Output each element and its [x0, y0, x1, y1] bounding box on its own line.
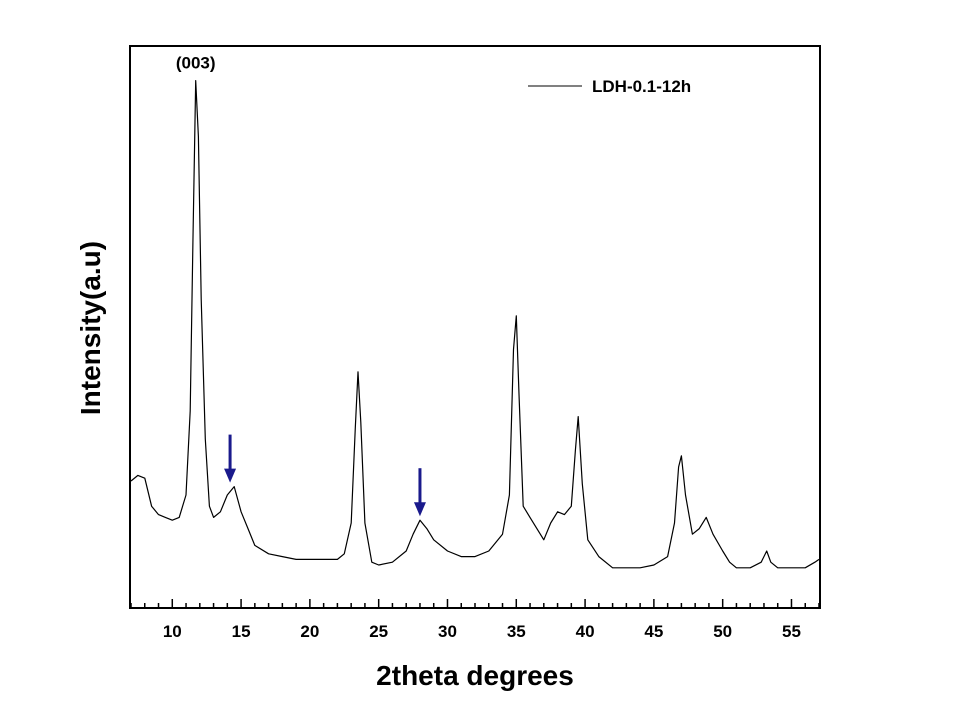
annotation-layer: (003) — [176, 54, 216, 73]
x-tick-label: 10 — [163, 622, 182, 641]
x-axis-title: 2theta degrees — [376, 660, 574, 691]
x-axis: 10 15 20 25 30 35 40 45 50 55 — [130, 599, 820, 641]
y-axis-title: Intensity(a.u) — [75, 241, 106, 415]
x-tick-label: 25 — [369, 622, 388, 641]
plot-frame — [129, 45, 821, 609]
peak-annotation: (003) — [176, 54, 216, 73]
arrow-layer — [224, 434, 426, 517]
x-tick-label: 45 — [644, 622, 663, 641]
peak-arrow — [224, 434, 237, 483]
x-tick-label: 40 — [576, 622, 595, 641]
x-tick-label: 55 — [782, 622, 801, 641]
peak-arrow — [413, 468, 426, 517]
legend: LDH-0.1-12h — [528, 77, 691, 96]
x-tick-label: 30 — [438, 622, 457, 641]
x-tick-label: 35 — [507, 622, 526, 641]
x-tick-label: 15 — [232, 622, 251, 641]
data-layer — [130, 80, 820, 569]
series-line — [130, 80, 820, 569]
legend-label: LDH-0.1-12h — [592, 77, 691, 96]
arrow-head — [413, 502, 426, 517]
x-tick-label: 20 — [300, 622, 319, 641]
x-tick-label: 50 — [713, 622, 732, 641]
arrow-head — [224, 468, 237, 483]
plot-border — [129, 45, 821, 609]
